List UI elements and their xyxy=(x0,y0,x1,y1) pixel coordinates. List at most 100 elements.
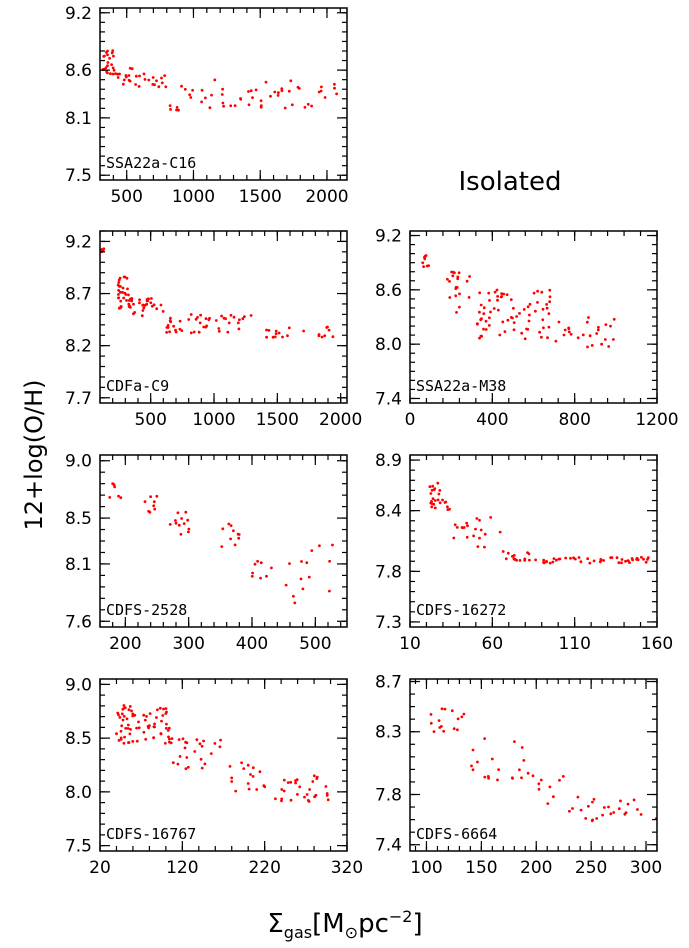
data-point xyxy=(512,554,516,557)
data-point xyxy=(548,785,552,789)
data-point xyxy=(430,488,434,492)
panel-cdfs-6664: 100 150 200 250 300 7.4 7.8 8.3 8.7 CDFS-6664 xyxy=(375,673,662,878)
data-point xyxy=(229,104,233,108)
data-point xyxy=(527,319,531,323)
data-point xyxy=(512,306,515,310)
data-point xyxy=(251,766,255,770)
data-point xyxy=(476,545,480,548)
data-point xyxy=(121,286,125,290)
data-point xyxy=(242,767,246,770)
data-point xyxy=(523,559,527,562)
y-tick-label: 7.4 xyxy=(375,389,402,409)
data-point xyxy=(240,761,244,765)
data-point xyxy=(118,716,122,719)
data-point xyxy=(259,104,263,107)
data-point xyxy=(121,718,125,722)
data-point xyxy=(467,296,471,299)
data-point xyxy=(590,344,594,347)
data-point xyxy=(554,558,558,562)
data-point xyxy=(169,316,172,320)
data-point xyxy=(456,717,460,721)
data-point xyxy=(284,583,288,587)
data-point xyxy=(180,84,183,88)
data-point xyxy=(169,741,173,745)
data-point xyxy=(189,331,193,335)
data-point xyxy=(147,78,151,82)
data-point xyxy=(612,317,616,321)
data-point xyxy=(127,299,131,302)
panel-cdfs-16272: 10 60 110 160 7.3 7.8 8.4 8.9 CDFS-16272 xyxy=(375,451,673,654)
data-point xyxy=(541,318,545,322)
data-point xyxy=(528,302,532,306)
data-point xyxy=(140,314,144,318)
data-point xyxy=(176,511,180,515)
data-point xyxy=(505,293,509,296)
data-point xyxy=(110,63,113,66)
data-point xyxy=(204,317,208,320)
data-point xyxy=(636,558,640,562)
data-point xyxy=(131,740,135,743)
data-point xyxy=(432,730,436,733)
data-point xyxy=(210,93,213,97)
data-point xyxy=(513,740,516,743)
data-point xyxy=(192,330,196,334)
data-point xyxy=(119,496,123,500)
data-point xyxy=(476,760,479,764)
y-tick-label: 8.2 xyxy=(65,337,92,357)
y-tick-label: 9.0 xyxy=(65,675,92,695)
data-point xyxy=(576,795,580,799)
data-point xyxy=(585,320,589,324)
data-point xyxy=(125,299,128,302)
data-point xyxy=(221,87,225,91)
data-point xyxy=(484,328,488,331)
y-tick-label: 7.8 xyxy=(375,786,402,806)
x-axis-label-unit: pc xyxy=(358,909,389,939)
data-point xyxy=(142,713,146,717)
data-point xyxy=(233,543,237,547)
data-point xyxy=(567,327,571,331)
data-point xyxy=(492,307,496,310)
data-point xyxy=(475,322,479,326)
data-point xyxy=(251,775,255,778)
data-point xyxy=(241,317,245,321)
data-point xyxy=(186,518,190,522)
data-point xyxy=(548,300,551,304)
data-point xyxy=(294,779,297,782)
data-point xyxy=(182,522,186,525)
data-point xyxy=(163,74,167,77)
x-tick-label: 220 xyxy=(248,858,280,878)
data-point xyxy=(573,557,577,561)
data-point xyxy=(500,295,504,298)
data-point xyxy=(111,66,115,70)
data-point xyxy=(626,559,630,562)
data-point xyxy=(320,335,324,339)
data-point xyxy=(497,768,500,771)
data-point xyxy=(122,704,126,707)
data-point xyxy=(174,521,178,525)
data-point xyxy=(569,332,573,336)
data-point xyxy=(456,277,460,281)
data-point xyxy=(162,707,165,711)
data-point xyxy=(317,334,321,338)
data-point xyxy=(518,559,522,562)
data-point xyxy=(546,802,550,805)
data-point xyxy=(452,536,456,540)
data-point xyxy=(161,714,165,717)
data-point xyxy=(152,725,156,729)
data-point xyxy=(331,335,335,339)
data-point xyxy=(126,287,129,291)
data-point xyxy=(151,76,155,79)
data-point xyxy=(548,561,552,565)
data-point xyxy=(184,510,188,514)
data-point xyxy=(134,74,138,78)
data-point xyxy=(489,516,493,519)
data-point xyxy=(567,330,571,334)
data-point xyxy=(193,750,197,753)
data-point xyxy=(165,331,169,334)
data-point xyxy=(259,576,262,580)
data-point xyxy=(479,528,483,532)
data-point xyxy=(106,53,109,57)
data-point xyxy=(564,556,568,560)
data-point xyxy=(167,735,170,739)
data-point xyxy=(548,295,552,299)
